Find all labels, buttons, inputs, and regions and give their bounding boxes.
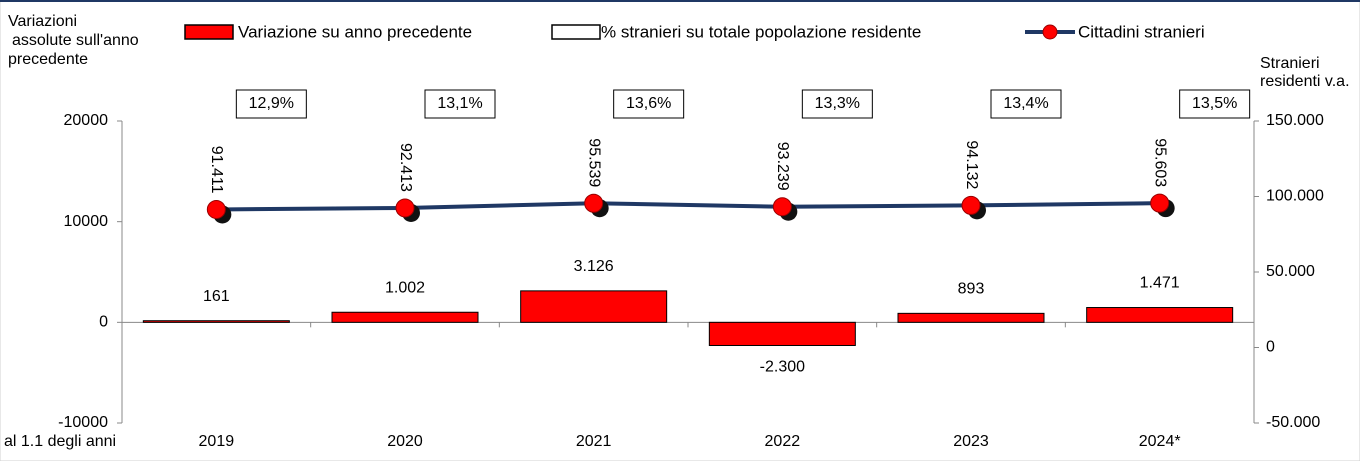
- x-axis-label: al 1.1 degli anni: [4, 433, 116, 450]
- percent-box: [613, 89, 685, 119]
- marker: [206, 199, 226, 219]
- marker: [772, 197, 792, 217]
- percent-box: [1179, 89, 1251, 119]
- percent-label: 13,6%: [626, 95, 671, 112]
- percent-box: [990, 89, 1062, 119]
- percent-label: 13,5%: [1192, 95, 1237, 112]
- bar-value-label: 893: [958, 281, 985, 298]
- y2-axis-label: Stranieri: [1260, 55, 1320, 72]
- percent-box: [424, 89, 496, 119]
- percent-label: 12,9%: [249, 95, 294, 112]
- legend-swatch: [551, 24, 601, 40]
- line-value-label: 91.411: [208, 146, 225, 194]
- y-tick-label: 10000: [64, 213, 109, 230]
- y-axis-label: precedente: [8, 51, 88, 68]
- y2-tick-label: 150.000: [1266, 112, 1324, 129]
- percent-box: [801, 89, 873, 119]
- x-tick-label: 2022: [765, 433, 801, 450]
- percent-box: [235, 89, 307, 119]
- x-tick-label: 2021: [576, 433, 612, 450]
- legend-marker: [1042, 24, 1058, 40]
- y2-tick-label: -50.000: [1266, 414, 1320, 431]
- bar: [142, 320, 290, 323]
- x-tick-label: 2019: [199, 433, 235, 450]
- x-tick-label: 2020: [387, 433, 423, 450]
- line-value-label: 95.539: [585, 138, 602, 187]
- bar: [1086, 307, 1234, 323]
- bar: [331, 311, 479, 323]
- legend-label: Variazione su anno precedente: [238, 22, 472, 41]
- bar: [708, 321, 856, 346]
- bar-value-label: 1.471: [1140, 275, 1180, 292]
- bar-value-label: 161: [203, 288, 230, 305]
- percent-label: 13,4%: [1003, 95, 1048, 112]
- marker: [961, 195, 981, 215]
- bar: [897, 312, 1045, 323]
- bar-value-label: 1.002: [385, 279, 425, 296]
- bar-value-label: 3.126: [574, 258, 614, 275]
- x-tick-label: 2023: [953, 433, 989, 450]
- line-value-label: 92.413: [397, 143, 414, 192]
- bar: [520, 290, 668, 323]
- line-value-label: 95.603: [1151, 138, 1168, 187]
- y2-tick-label: 0: [1266, 339, 1275, 356]
- legend-label: Cittadini stranieri: [1078, 22, 1205, 41]
- marker: [584, 193, 604, 213]
- percent-label: 13,1%: [437, 95, 482, 112]
- line-value-label: 94.132: [963, 140, 980, 189]
- marker: [1150, 193, 1170, 213]
- y-tick-label: -10000: [58, 414, 108, 431]
- marker: [395, 198, 415, 218]
- bar-value-label: -2.300: [760, 359, 805, 376]
- y-axis-label: Variazioni: [8, 13, 77, 30]
- y-axis-label: assolute sull'anno: [12, 32, 139, 49]
- percent-label: 13,3%: [815, 95, 860, 112]
- legend-swatch: [184, 24, 234, 40]
- line: [216, 201, 1160, 212]
- line-value-label: 93.239: [774, 142, 791, 191]
- x-tick-label: 2024*: [1139, 433, 1181, 450]
- y-tick-label: 20000: [64, 112, 109, 129]
- y2-tick-label: 100.000: [1266, 188, 1324, 205]
- legend-label: % stranieri su totale popolazione reside…: [601, 22, 921, 41]
- y-tick-label: 0: [99, 314, 108, 331]
- y2-tick-label: 50.000: [1266, 263, 1315, 280]
- y2-axis-label: residenti v.a.: [1260, 73, 1350, 90]
